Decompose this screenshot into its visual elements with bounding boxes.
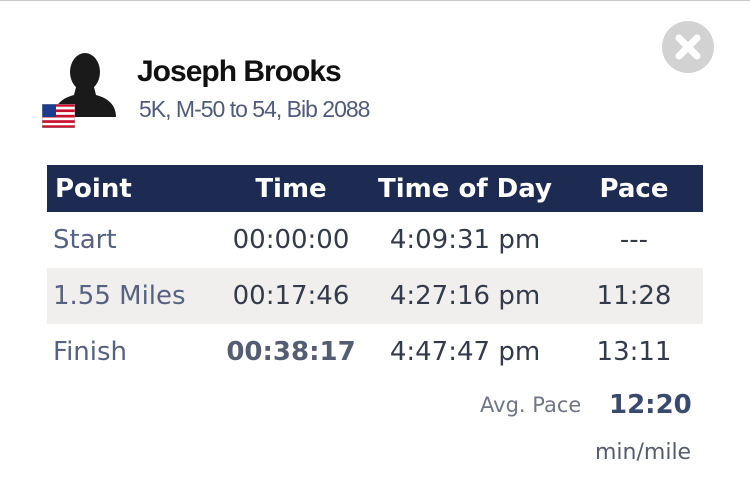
point-cell: Finish	[53, 337, 128, 367]
point-cell: Start	[53, 225, 117, 255]
us-flag-icon	[42, 104, 75, 128]
runner-name: Joseph Brooks	[137, 55, 342, 88]
column-header-point: Point	[47, 165, 217, 212]
time-cell: 00:17:46	[217, 268, 365, 324]
pace-cell: 11:28	[565, 268, 703, 324]
close-icon	[675, 34, 701, 60]
table-row: Finish 00:38:17 4:47:47 pm 13:11	[47, 324, 703, 380]
pace-unit: min/mile	[595, 440, 692, 465]
column-header-pace: Pace	[565, 165, 703, 212]
table-header-row: Point Time Time of Day Pace	[47, 165, 703, 212]
column-header-time: Time	[217, 165, 365, 212]
avatar	[42, 51, 118, 133]
time-of-day-cell: 4:27:16 pm	[365, 268, 565, 324]
pace-cell: 13:11	[596, 337, 672, 367]
time-of-day-cell: 4:47:47 pm	[389, 337, 541, 367]
splits-table: Point Time Time of Day Pace Start 00:00:…	[47, 165, 703, 380]
close-button[interactable]	[662, 21, 714, 73]
table-row: 1.55 Miles 00:17:46 4:27:16 pm 11:28	[47, 268, 703, 324]
avg-pace-value: 12:20	[609, 390, 692, 420]
runner-details: 5K, M-50 to 54, Bib 2088	[139, 96, 370, 122]
table-row: Start 00:00:00 4:09:31 pm ---	[47, 212, 703, 268]
column-header-time-of-day: Time of Day	[365, 165, 565, 212]
time-of-day-cell: 4:09:31 pm	[389, 225, 541, 255]
time-cell: 00:00:00	[232, 225, 350, 255]
finish-time-cell: 00:38:17	[226, 337, 356, 367]
pace-cell: ---	[619, 225, 649, 255]
avg-pace-label: Avg. Pace	[480, 393, 582, 417]
point-cell: 1.55 Miles	[47, 268, 217, 324]
